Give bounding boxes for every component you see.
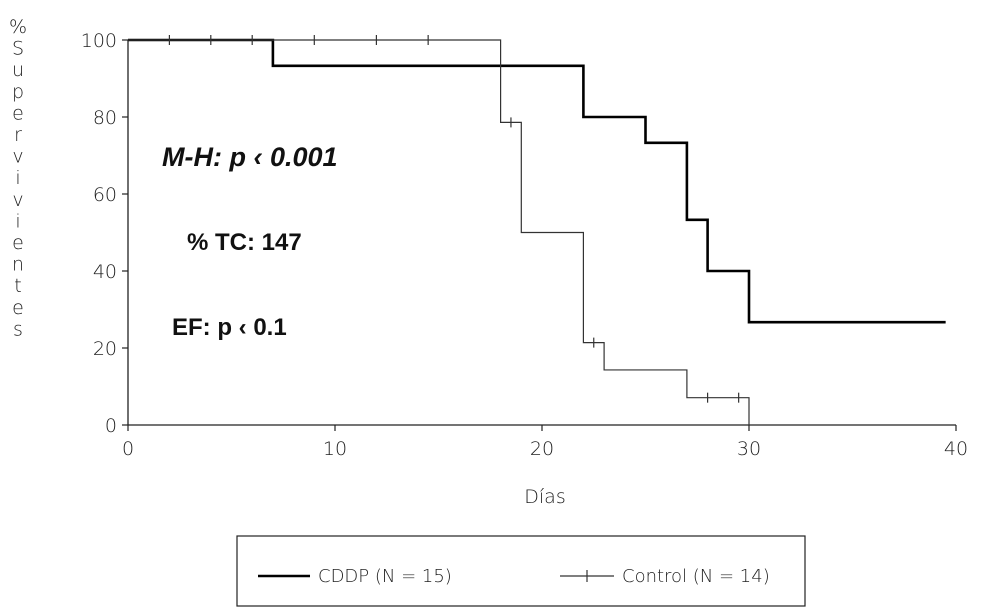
y-axis-label-char: e (12, 102, 24, 124)
annotation-tc: % TC: 147 (187, 229, 302, 256)
y-tick-label: 100 (81, 30, 117, 52)
series-line-control (128, 39, 750, 425)
x-tick-label: 20 (530, 438, 554, 460)
y-tick-label: 40 (93, 261, 117, 283)
y-axis-label-char: v (12, 189, 23, 211)
y-axis-label-char: p (12, 81, 24, 103)
x-tick-label: 10 (323, 438, 347, 460)
y-axis-label-char: % (9, 16, 27, 38)
y-tick-label: 20 (93, 338, 117, 360)
y-axis-label-char: v (12, 146, 23, 168)
legend-label: CDDP (N = 15) (318, 566, 452, 587)
axes: 0 20 40 60 80 100 0 10 20 30 40 (81, 30, 968, 460)
y-tick-label: 60 (93, 184, 117, 206)
annotation-ef: EF: p ‹ 0.1 (172, 314, 287, 341)
legend-box (236, 535, 806, 607)
y-axis-label-char: t (14, 275, 21, 297)
y-axis-label-char: r (14, 124, 22, 146)
x-tick-label: 30 (737, 438, 761, 460)
series-layer (128, 35, 946, 425)
x-tick-label: 0 (122, 438, 134, 460)
y-axis-label-char: e (12, 232, 24, 254)
legend-label: Control (N = 14) (622, 566, 770, 587)
y-axis-label-char: u (12, 59, 24, 81)
series-line-cddp (128, 38, 946, 324)
y-axis-label-char: s (13, 318, 23, 340)
y-axis-label-char: i (15, 167, 20, 189)
y-axis-label-char: S (12, 38, 24, 60)
x-tick-label: 40 (944, 438, 968, 460)
y-tick-label: 80 (93, 107, 117, 129)
legend: CDDP (N = 15) Control (N = 14) (236, 535, 806, 607)
y-axis-label-char: i (15, 210, 20, 232)
y-tick-label: 0 (105, 415, 117, 437)
annotation-mh: M-H: p ‹ 0.001 (162, 142, 338, 172)
y-axis-label-char: e (12, 297, 24, 319)
y-axis-label-char: n (12, 254, 24, 276)
x-axis-label: Días (524, 486, 565, 508)
